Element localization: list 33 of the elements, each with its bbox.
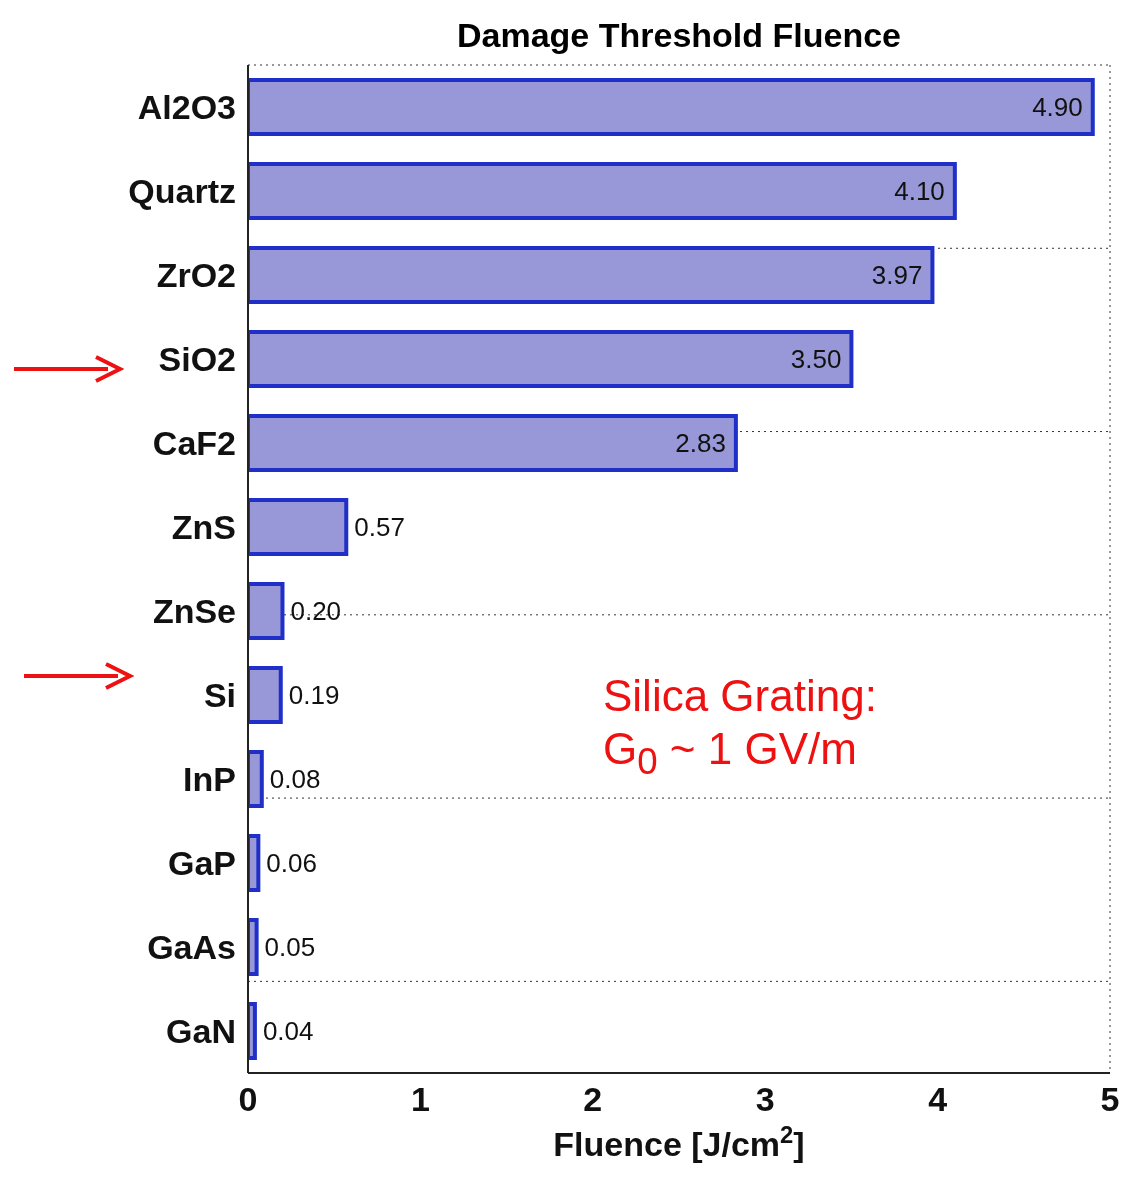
y-tick-label: Al2O3 — [137, 88, 236, 127]
chart-title: Damage Threshold Fluence — [456, 16, 902, 55]
x-tick-label: 5 — [1100, 1080, 1120, 1119]
y-tick-label: GaN — [166, 1012, 236, 1051]
y-tick-label: InP — [183, 760, 236, 799]
x-tick-label: 0 — [238, 1080, 258, 1119]
data-label: 0.08 — [269, 764, 321, 795]
y-tick-label: SiO2 — [158, 340, 236, 379]
data-label: 0.20 — [290, 596, 342, 627]
data-label: 3.50 — [790, 344, 842, 375]
y-tick-label: Quartz — [128, 172, 236, 211]
data-label: 0.19 — [288, 680, 340, 711]
data-label: 4.90 — [1032, 92, 1083, 123]
data-label: 0.57 — [354, 512, 405, 543]
x-axis-title: Fluence [J/cm$^{2}$] — [553, 1120, 805, 1163]
y-tick-label: ZnS — [171, 508, 236, 547]
data-label: 4.10 — [894, 176, 945, 207]
x-tick-label: 1 — [410, 1080, 430, 1119]
x-tick-label: 2 — [583, 1080, 603, 1119]
x-tick-label: 3 — [755, 1080, 775, 1119]
data-label: 3.97 — [871, 260, 923, 291]
y-tick-label: Si — [203, 676, 236, 715]
data-label: 0.04 — [262, 1016, 314, 1047]
data-label: 0.06 — [266, 848, 317, 879]
y-tick-label: ZrO2 — [156, 256, 236, 295]
x-tick-label: 4 — [928, 1080, 948, 1119]
data-label: 2.83 — [675, 428, 726, 459]
annotation: Silica Grating: G$_{0}$ ~ 1 GV/m — [603, 670, 877, 784]
data-label: 0.05 — [264, 932, 316, 963]
y-tick-label: GaAs — [147, 928, 236, 967]
y-tick-label: CaF2 — [152, 424, 236, 463]
y-tick-label: ZnSe — [152, 592, 236, 631]
y-tick-label: GaP — [167, 844, 236, 883]
